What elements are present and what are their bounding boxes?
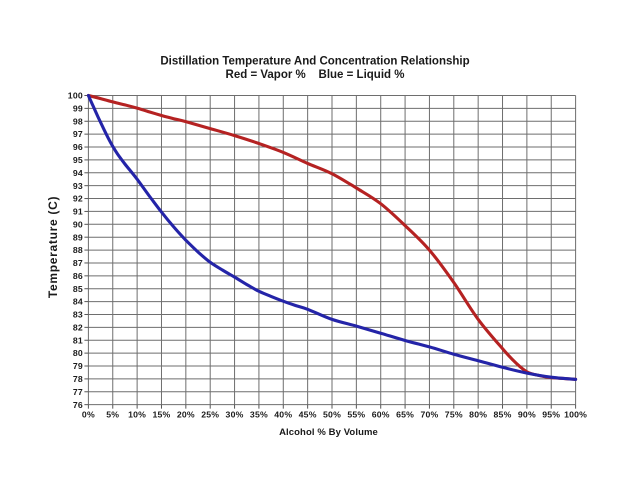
svg-text:81: 81 [73, 335, 83, 345]
svg-text:100: 100 [68, 91, 83, 101]
svg-text:77: 77 [73, 387, 83, 397]
svg-text:85%: 85% [494, 409, 512, 419]
svg-text:80%: 80% [469, 409, 487, 419]
svg-text:92: 92 [73, 194, 83, 204]
svg-text:50%: 50% [323, 409, 341, 419]
svg-text:75%: 75% [445, 409, 463, 419]
svg-text:5%: 5% [106, 409, 119, 419]
svg-text:89: 89 [73, 232, 83, 242]
svg-text:35%: 35% [250, 409, 268, 419]
svg-text:86: 86 [73, 271, 83, 281]
svg-text:96: 96 [73, 142, 83, 152]
svg-text:Distillation Temperature And C: Distillation Temperature And Concentrati… [160, 56, 469, 68]
svg-text:84: 84 [73, 297, 83, 307]
svg-text:30%: 30% [226, 409, 244, 419]
svg-text:10%: 10% [128, 409, 146, 419]
svg-text:98: 98 [73, 116, 83, 126]
svg-text:45%: 45% [299, 409, 317, 419]
svg-text:93: 93 [73, 181, 83, 191]
svg-text:94: 94 [73, 168, 83, 178]
svg-text:87: 87 [73, 258, 83, 268]
svg-text:60%: 60% [372, 409, 390, 419]
svg-text:65%: 65% [396, 409, 414, 419]
svg-text:95%: 95% [542, 409, 560, 419]
svg-text:25%: 25% [201, 409, 219, 419]
svg-text:20%: 20% [177, 409, 195, 419]
svg-text:82: 82 [73, 322, 83, 332]
svg-text:0%: 0% [82, 409, 95, 419]
svg-text:Red = Vapor % Blue = Liquid: Red = Vapor % Blue = Liquid % [226, 69, 405, 81]
svg-text:76: 76 [73, 400, 83, 410]
svg-text:70%: 70% [420, 409, 438, 419]
svg-text:90: 90 [73, 219, 83, 229]
svg-text:90%: 90% [518, 409, 536, 419]
svg-text:79: 79 [73, 361, 83, 371]
svg-text:99: 99 [73, 103, 83, 113]
svg-text:40%: 40% [274, 409, 292, 419]
svg-text:Alcohol % By Volume: Alcohol % By Volume [279, 427, 378, 438]
svg-text:83: 83 [73, 310, 83, 320]
svg-text:91: 91 [73, 207, 83, 217]
svg-text:100%: 100% [564, 409, 587, 419]
svg-text:85: 85 [73, 284, 83, 294]
svg-text:55%: 55% [347, 409, 365, 419]
svg-text:15%: 15% [152, 409, 170, 419]
svg-text:97: 97 [73, 129, 83, 139]
svg-text:80: 80 [73, 348, 83, 358]
svg-text:Temperature (C): Temperature (C) [46, 196, 60, 298]
svg-text:88: 88 [73, 245, 83, 255]
svg-text:78: 78 [73, 374, 83, 384]
svg-text:95: 95 [73, 155, 83, 165]
